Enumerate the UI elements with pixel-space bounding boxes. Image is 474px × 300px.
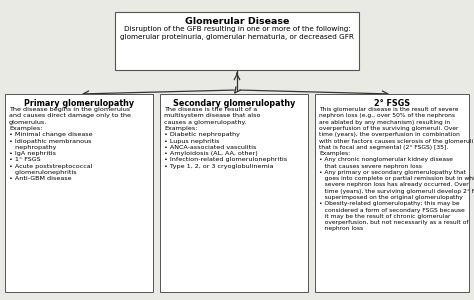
Text: Secondary glomerulopathy: Secondary glomerulopathy xyxy=(173,99,295,108)
Text: 2° FSGS: 2° FSGS xyxy=(374,99,410,108)
Text: The disease begins in the glomerulus
and causes direct damage only to the
glomer: The disease begins in the glomerulus and… xyxy=(9,107,131,181)
FancyBboxPatch shape xyxy=(315,94,469,292)
FancyBboxPatch shape xyxy=(5,94,153,292)
FancyBboxPatch shape xyxy=(160,94,308,292)
Text: Glomerular Disease: Glomerular Disease xyxy=(185,17,289,26)
Text: The disease is the result of a
multisystem disease that also
causes a glomerulop: The disease is the result of a multisyst… xyxy=(164,107,287,169)
Text: Primary glomerulopathy: Primary glomerulopathy xyxy=(24,99,134,108)
Text: This glomerular disease is the result of severe
nephron loss (e.g., over 50% of : This glomerular disease is the result of… xyxy=(319,107,474,231)
Text: Disruption of the GFB resulting in one or more of the following:
glomerular prot: Disruption of the GFB resulting in one o… xyxy=(120,26,354,40)
FancyBboxPatch shape xyxy=(115,12,359,70)
